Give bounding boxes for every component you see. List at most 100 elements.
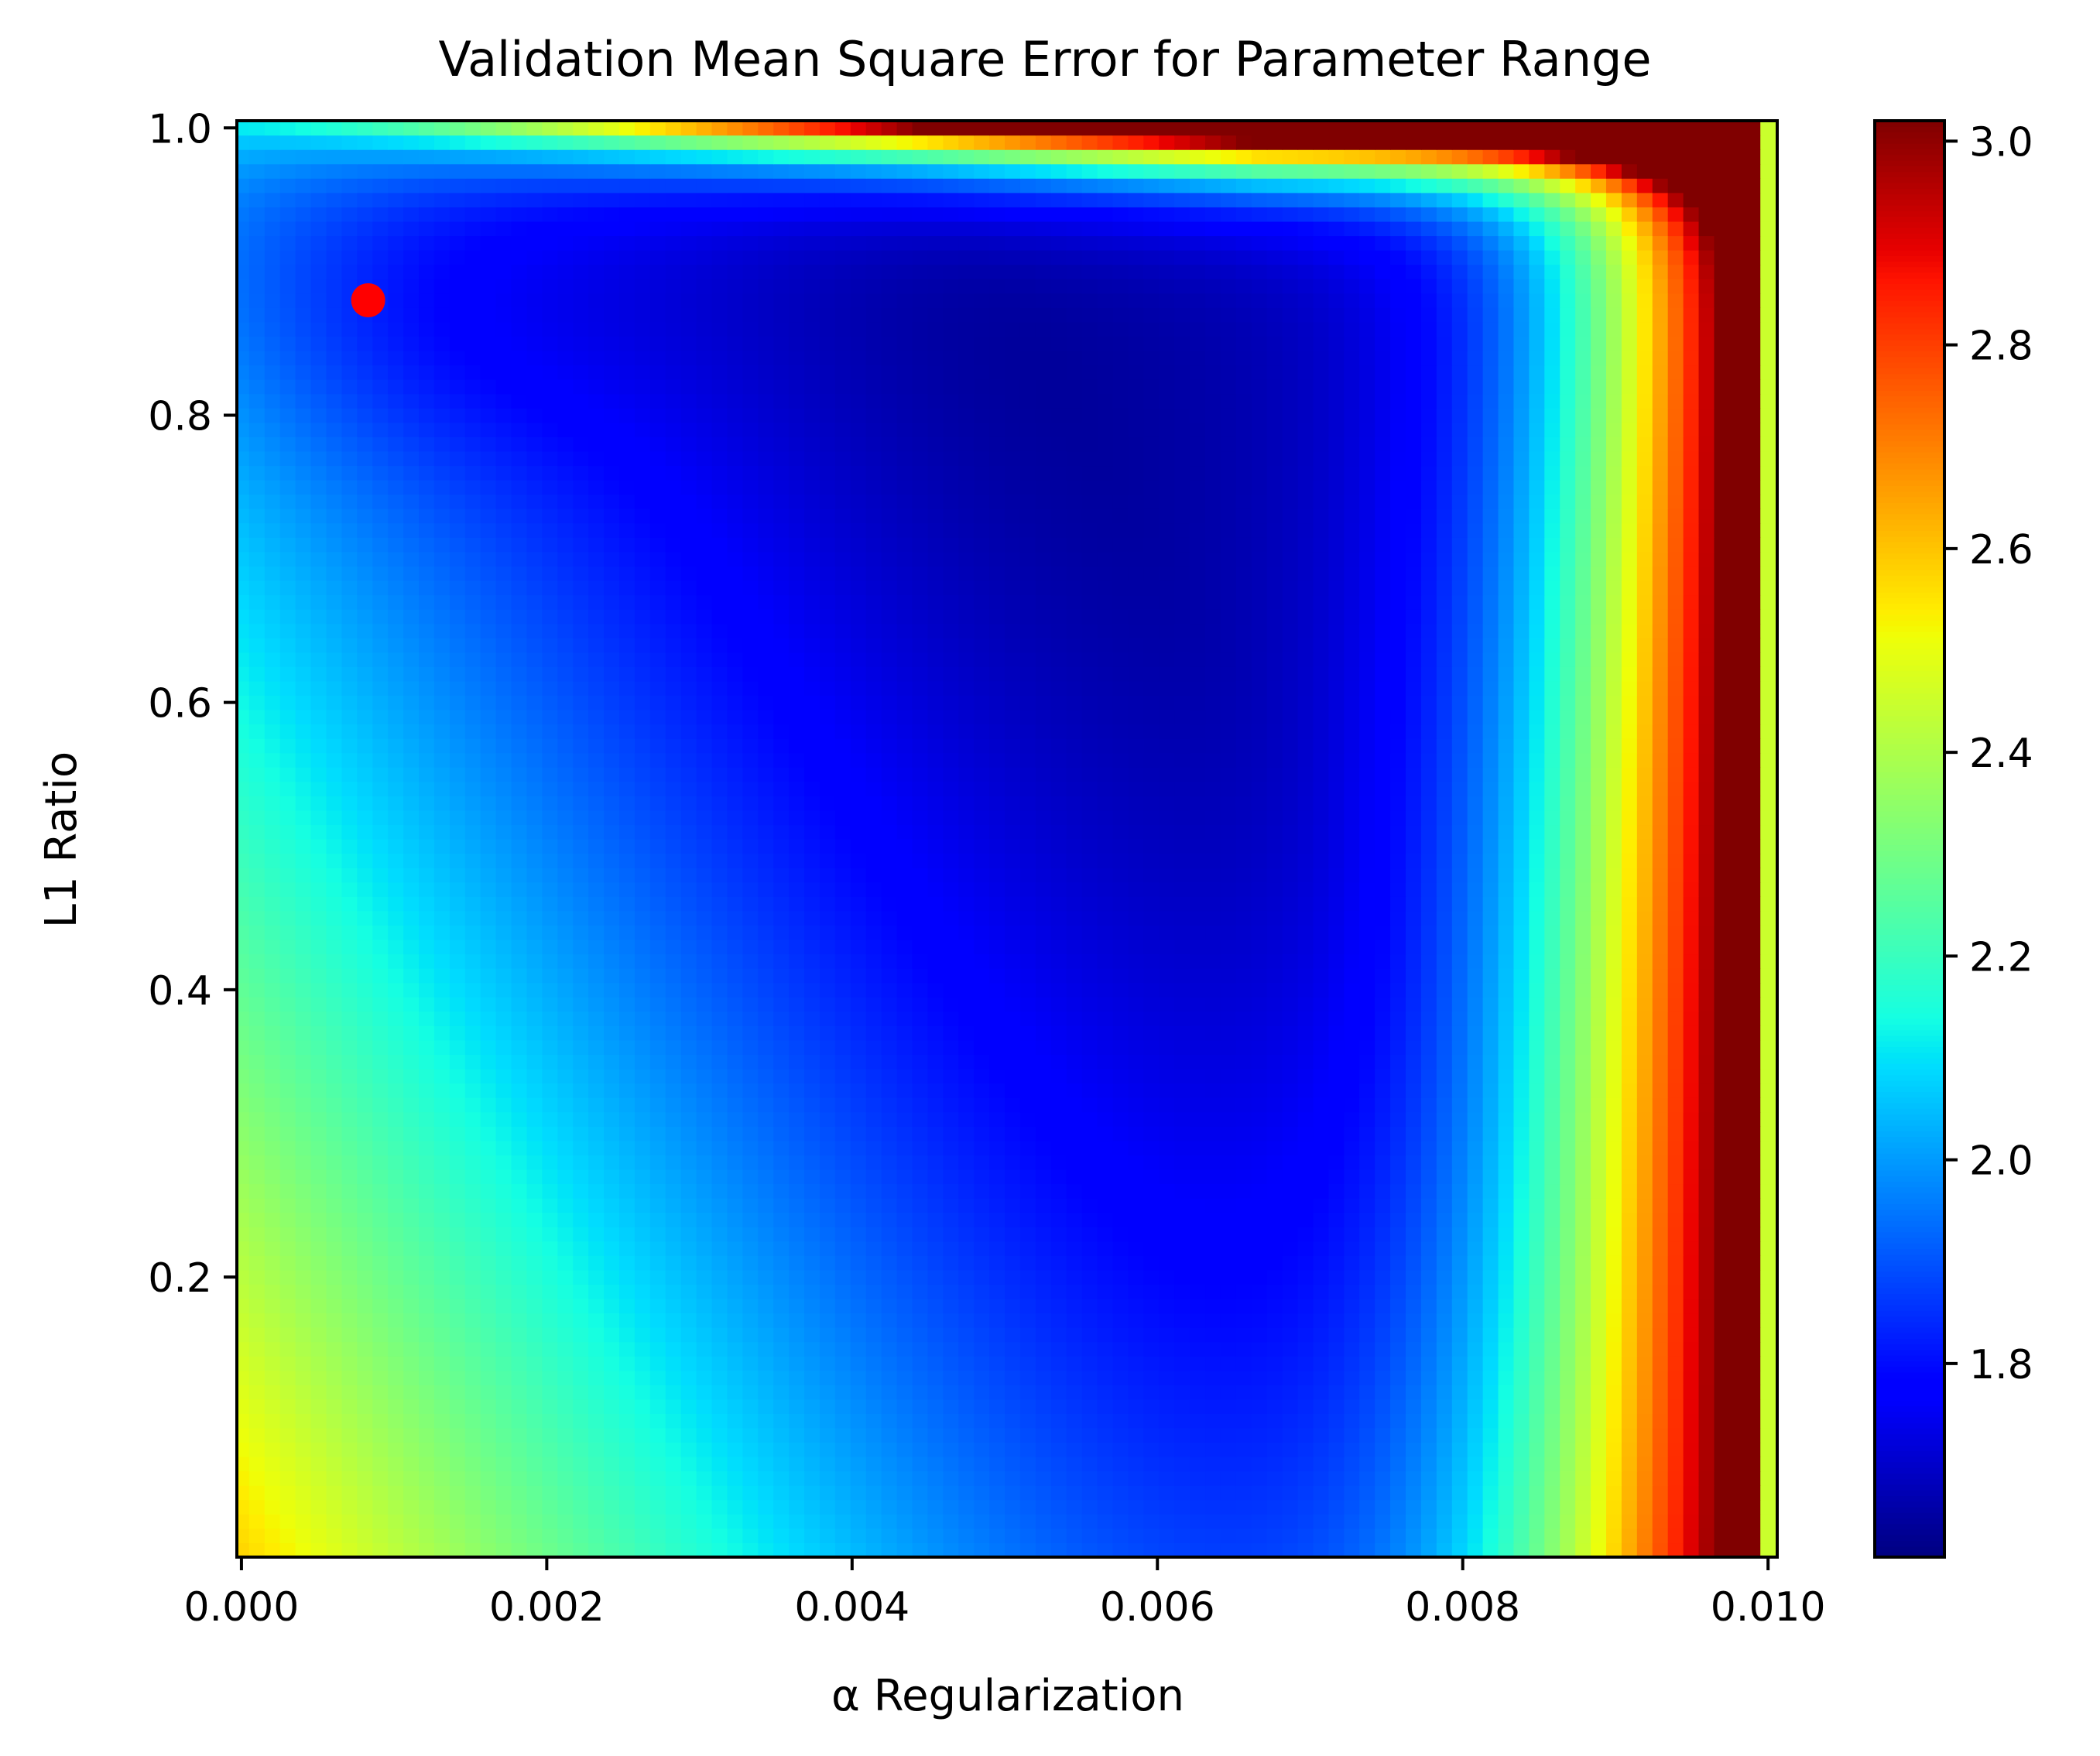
heatmap-cell [974,1025,990,1041]
heatmap-cell [526,968,543,984]
heatmap-cell [495,1140,512,1155]
heatmap-cell [1205,1356,1221,1371]
heatmap-cell [680,1169,697,1185]
heatmap-cell [789,1542,805,1558]
heatmap-cell [480,1169,497,1185]
heatmap-cell [1190,1398,1206,1414]
heatmap-cell [295,839,312,854]
heatmap-cell [1313,1514,1329,1529]
heatmap-cell [372,1011,389,1026]
heatmap-cell [1190,1083,1206,1098]
heatmap-cell [1390,925,1406,940]
heatmap-cell [1667,839,1684,854]
heatmap-cell [1482,839,1499,854]
heatmap-cell [372,1241,389,1256]
heatmap-cell [495,1456,512,1472]
heatmap-cell [449,1083,466,1098]
heatmap-cell [1406,1442,1422,1457]
heatmap-cell [1143,1183,1160,1199]
heatmap-cell [727,853,743,868]
heatmap-cell [1467,1356,1484,1371]
heatmap-cell [1760,1097,1776,1113]
heatmap-cell [1143,1011,1160,1026]
heatmap-cell [433,1169,450,1185]
heatmap-cell [1714,1499,1730,1515]
heatmap-cell [804,1514,820,1529]
heatmap-cell [773,1427,790,1443]
heatmap-cell [1683,1370,1700,1385]
heatmap-cell [264,1155,281,1170]
heatmap-cell [1729,953,1745,969]
chart-title: Validation Mean Square Error for Paramet… [438,31,1651,87]
heatmap-cell [1066,1528,1083,1544]
heatmap-cell [850,1212,867,1227]
heatmap-cell [1621,1011,1638,1026]
heatmap-cell [1220,1198,1237,1213]
heatmap-cell [310,1398,327,1414]
heatmap-cell [1344,910,1360,926]
heatmap-cell [1529,925,1545,940]
heatmap-cell [542,1413,558,1429]
heatmap-cell [310,1183,327,1199]
heatmap-cell [1406,939,1422,955]
heatmap-cell [773,1528,790,1544]
heatmap-cell [804,1284,820,1299]
heatmap-cell [1698,1155,1715,1170]
heatmap-cell [1652,1485,1669,1501]
heatmap-cell [1390,1140,1406,1155]
heatmap-cell [1174,1398,1190,1414]
heatmap-cell [341,1341,358,1357]
heatmap-cell [958,925,975,940]
heatmap-cell [834,1269,851,1285]
heatmap-cell [1451,1370,1468,1385]
heatmap-cell [237,1341,250,1357]
heatmap-cell [1081,1097,1098,1113]
heatmap-cell [1605,1284,1622,1299]
heatmap-cell [511,1083,528,1098]
heatmap-cell [557,868,574,883]
heatmap-cell [237,1111,250,1127]
heatmap-cell [1652,1169,1669,1185]
heatmap-cell [1498,896,1515,912]
heatmap-cell [604,1111,620,1127]
heatmap-cell [1575,1212,1591,1227]
heatmap-cell [1128,1155,1144,1170]
heatmap-cell [1313,1126,1329,1142]
heatmap-cell [850,997,867,1012]
heatmap-cell [1235,910,1252,926]
heatmap-cell [1667,868,1684,883]
heatmap-cell [1375,1370,1391,1385]
heatmap-cell [834,1327,851,1343]
heatmap-cell [1529,1485,1545,1501]
heatmap-cell [1729,1298,1745,1314]
heatmap-cell [680,1111,697,1127]
heatmap-cell [1467,1313,1484,1328]
heatmap-cell [1112,997,1129,1012]
heatmap-cell [974,1269,990,1285]
heatmap-cell [588,1054,605,1070]
heatmap-cell [1050,1198,1067,1213]
heatmap-cell [1575,1183,1591,1199]
heatmap-cell [789,1241,805,1256]
heatmap-cell [326,1126,343,1142]
heatmap-cell [372,1528,389,1544]
heatmap-cell [1097,1126,1114,1142]
heatmap-cell [1482,881,1499,897]
heatmap-cell [804,853,820,868]
heatmap-cell [1636,1183,1653,1199]
heatmap-cell [1745,1356,1761,1371]
heatmap-cell [1420,853,1437,868]
heatmap-cell [1251,1212,1268,1227]
heatmap-cell [1714,1313,1730,1328]
heatmap-cell [1436,1413,1453,1429]
heatmap-cell [1097,925,1114,940]
heatmap-cell [881,1198,898,1213]
heatmap-cell [1529,1413,1545,1429]
heatmap-cell [1714,939,1730,955]
heatmap-cell [419,868,435,883]
heatmap-cell [1636,1370,1653,1385]
heatmap-cell [943,1284,959,1299]
heatmap-cell [1636,868,1653,883]
heatmap-cell [248,1413,265,1429]
heatmap-cell [1482,896,1499,912]
